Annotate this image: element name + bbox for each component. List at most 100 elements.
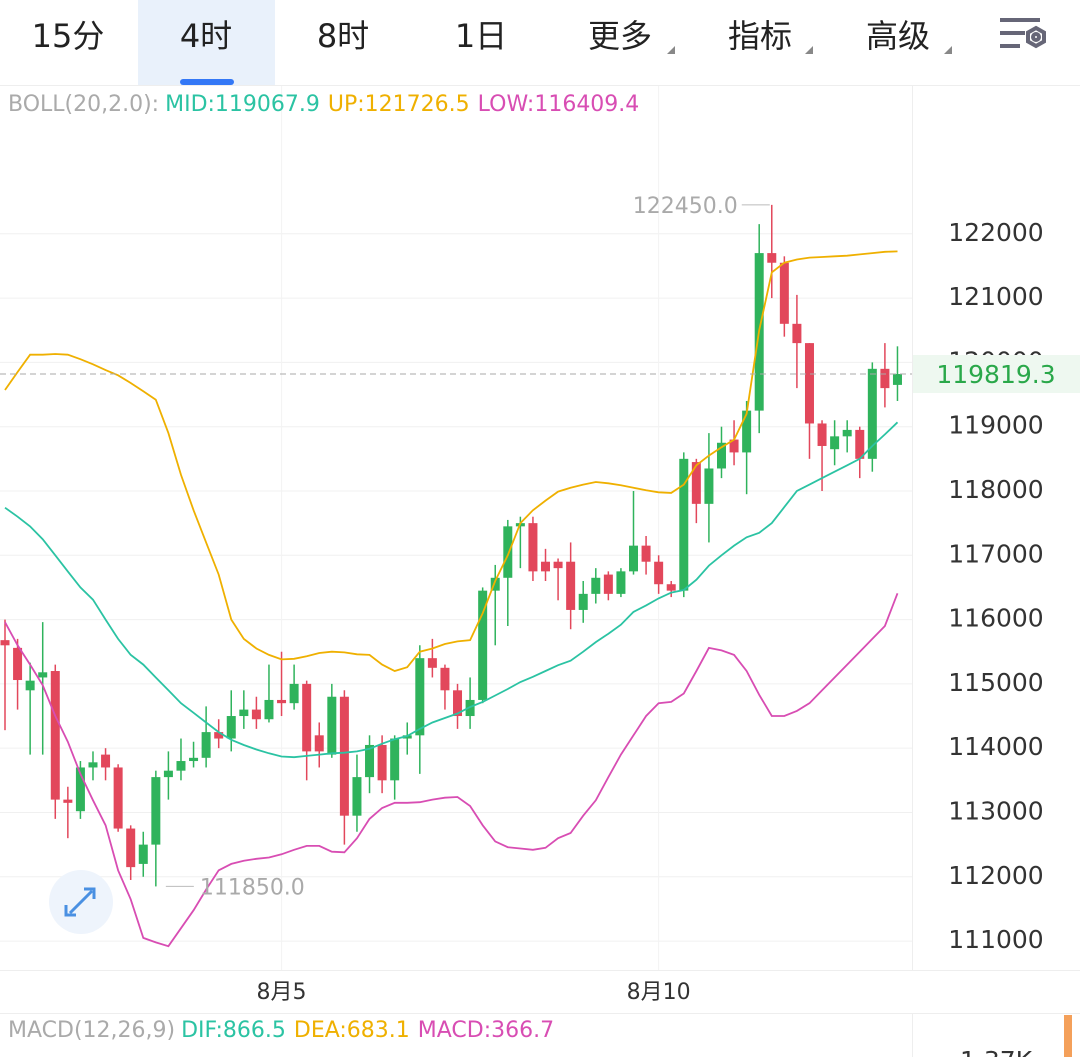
candle-body <box>126 828 136 868</box>
y-tick-label: 119000 <box>948 411 1043 440</box>
high-label: 122450.0 <box>633 194 738 219</box>
candle-body <box>390 738 400 781</box>
candle-body <box>189 757 199 762</box>
candle-body <box>490 577 500 591</box>
last-price-box <box>913 355 1080 394</box>
candle-body <box>855 429 865 459</box>
candle-body <box>201 732 211 758</box>
candle-body <box>176 761 186 771</box>
candle-body <box>377 744 387 781</box>
candle-body <box>716 442 726 469</box>
candle-body <box>226 716 236 739</box>
candle-body <box>440 667 450 691</box>
x-tick-label: 8月5 <box>257 980 307 1005</box>
candle-body <box>101 754 111 768</box>
candle-body <box>729 439 739 453</box>
candle-body <box>553 561 563 569</box>
candle-body <box>503 526 513 578</box>
candle-body <box>289 683 299 704</box>
candle-body <box>88 762 98 768</box>
candle-body <box>38 672 48 678</box>
candle-body <box>453 690 463 717</box>
candle-body <box>541 561 551 572</box>
y-tick-label: 115000 <box>948 668 1043 697</box>
candle-body <box>666 584 676 591</box>
candle-body <box>327 696 337 755</box>
legend-item: UP:121726.5 <box>328 92 470 117</box>
y-tick-label: 112000 <box>948 861 1043 890</box>
y-tick-label: 113000 <box>948 796 1043 825</box>
last-price-label: 119819.3 <box>936 360 1055 389</box>
candle-body <box>63 799 73 803</box>
candle-body <box>113 767 123 829</box>
macd-bar <box>1064 1015 1072 1057</box>
candle-body <box>138 844 148 864</box>
y-tick-label: 122000 <box>948 218 1043 247</box>
tab[interactable]: 高级 <box>866 17 930 55</box>
legend-title: MACD(12,26,9) <box>8 1018 175 1043</box>
candle-body <box>842 429 852 437</box>
candle-body <box>277 699 287 704</box>
candle-body <box>415 658 425 736</box>
candle-body <box>629 545 638 572</box>
legend-item: DIF:866.5 <box>181 1018 286 1043</box>
candle-body <box>704 468 714 504</box>
selected-tab-bg <box>138 0 275 85</box>
y-tick-label: 121000 <box>948 282 1043 311</box>
candle-body <box>880 368 890 389</box>
legend-item: DEA:683.1 <box>294 1018 410 1043</box>
candle-body <box>264 699 274 720</box>
candle-body <box>767 253 777 263</box>
candle-body <box>578 593 588 610</box>
candle-body <box>13 647 23 681</box>
candle-body <box>804 343 814 424</box>
candle-body <box>591 577 601 594</box>
candle-body <box>365 744 375 778</box>
tab[interactable]: 1日 <box>455 17 507 55</box>
candle-body <box>339 696 349 816</box>
candle-body <box>50 671 60 800</box>
candle-body <box>25 680 35 691</box>
candle-body <box>402 735 412 739</box>
candle-body <box>314 735 324 752</box>
settings-icon[interactable] <box>1000 18 1046 49</box>
candle-body <box>214 732 224 739</box>
boll-line <box>4 421 899 759</box>
candle-body <box>792 323 802 344</box>
candle-body <box>691 462 701 504</box>
tab[interactable]: 更多 <box>588 17 652 55</box>
expand-button[interactable] <box>49 870 113 934</box>
candle-body <box>528 523 538 572</box>
candle-body <box>427 658 437 668</box>
legend-item: MID:119067.9 <box>165 92 320 117</box>
candle-body <box>616 571 626 594</box>
candle-body <box>251 709 261 720</box>
tab[interactable]: 15分 <box>32 17 105 55</box>
y-tick-label: 117000 <box>948 539 1043 568</box>
y-tick-label: 114000 <box>948 732 1043 761</box>
candle-body <box>867 368 877 459</box>
candle-body <box>163 770 173 778</box>
tab[interactable]: 4时 <box>180 17 232 55</box>
candle-body <box>817 423 827 446</box>
y-tick-label: 111000 <box>948 925 1043 954</box>
tab-indicator <box>180 79 234 85</box>
candle-body <box>302 683 312 752</box>
candle-body <box>352 777 362 816</box>
candle-body <box>478 590 488 700</box>
x-tick-label: 8月10 <box>627 980 691 1005</box>
plot: 111000 112000 113000 114000 115000 116000 1170… <box>0 86 1080 1005</box>
tab[interactable]: 8时 <box>317 17 369 55</box>
macd-axis-label: 1.37K <box>960 1046 1033 1057</box>
candle-body <box>75 767 85 812</box>
y-tick-label: 118000 <box>948 475 1043 504</box>
low-label: 111850.0 <box>200 875 305 900</box>
tab[interactable]: 指标 <box>728 17 792 55</box>
candle-body <box>742 410 752 453</box>
legend-item: LOW:116409.4 <box>478 92 640 117</box>
boll-line <box>4 592 899 948</box>
candle-body <box>830 436 840 450</box>
candle-body <box>654 561 664 585</box>
